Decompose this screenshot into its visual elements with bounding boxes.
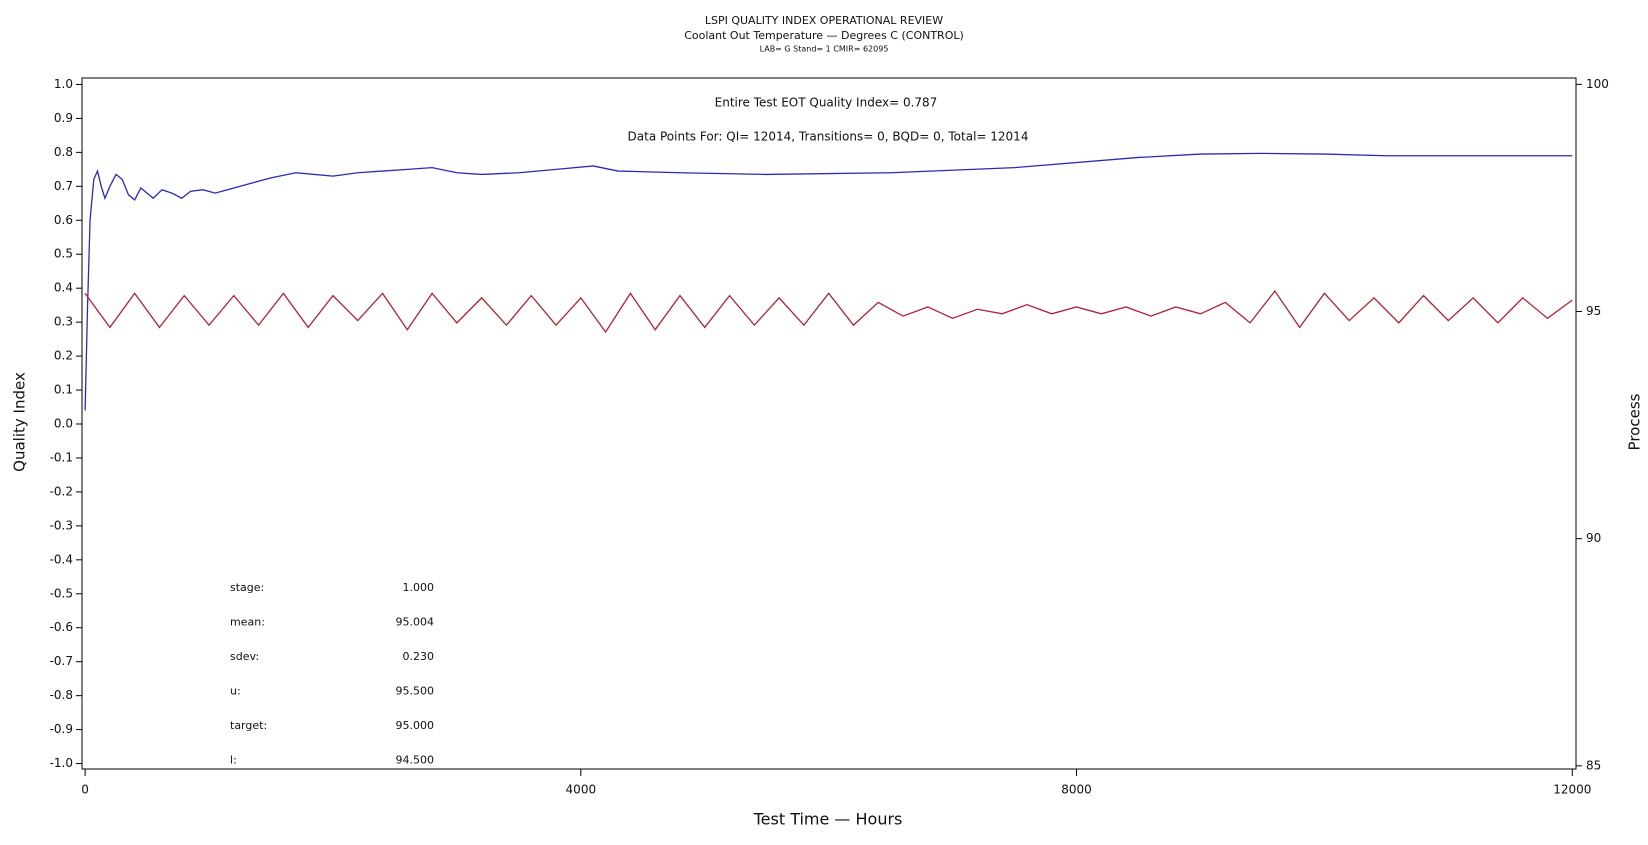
y-tick-label: -0.7: [50, 654, 73, 668]
data-line: [84, 152, 1573, 411]
stat-label: mean:: [230, 616, 265, 629]
y-tick-label: -0.4: [50, 552, 73, 566]
stat-value: 95.004: [396, 616, 435, 629]
stat-label: stage:: [230, 581, 264, 594]
annotation: Entire Test EOT Quality Index= 0.787: [715, 96, 938, 110]
stat-value: 94.500: [396, 754, 435, 767]
y-axis-label: Quality Index: [11, 372, 29, 472]
y-tick-label: -0.9: [50, 722, 73, 736]
plot-frame: [81, 77, 1577, 770]
y2-tick-label: 85: [1586, 758, 1601, 772]
y-tick-label: 0.5: [54, 247, 73, 261]
y-tick-label: 1.0: [54, 77, 73, 91]
y-tick-label: -0.2: [50, 484, 73, 498]
y2-tick-label: 95: [1586, 304, 1601, 318]
y-tick-label: 0.3: [54, 315, 73, 329]
data-line: [84, 289, 1573, 334]
y-tick-label: 0.1: [54, 383, 73, 397]
x-axis-label: Test Time — Hours: [753, 810, 903, 829]
annotation: Data Points For: QI= 12014, Transitions=…: [628, 130, 1029, 144]
stat-label: sdev:: [230, 650, 259, 663]
y-tick-label: -0.6: [50, 620, 73, 634]
x-tick-label: 12000: [1553, 783, 1591, 797]
y-tick-label: 0.6: [54, 213, 73, 227]
y-tick-label: -0.5: [50, 586, 73, 600]
stat-value: 0.230: [403, 650, 435, 663]
stat-value: 95.000: [396, 719, 435, 732]
x-tick-label: 4000: [566, 783, 597, 797]
y-tick-label: -0.1: [50, 450, 73, 464]
y-tick-label: -0.8: [50, 688, 73, 702]
x-tick-label: 8000: [1061, 783, 1092, 797]
y-tick-label: 0.2: [54, 349, 73, 363]
chart-title: LSPI QUALITY INDEX OPERATIONAL REVIEW: [705, 14, 943, 27]
y-tick-label: -0.3: [50, 518, 73, 532]
stat-label: u:: [230, 685, 241, 698]
y2-tick-label: 90: [1586, 531, 1601, 545]
y-tick-label: 0.8: [54, 145, 73, 159]
chart-subtitle: LAB= G Stand= 1 CMIR= 62095: [760, 45, 889, 54]
chart-subtitle: Coolant Out Temperature — Degrees C (CON…: [684, 29, 964, 42]
x-tick-label: 0: [81, 783, 89, 797]
y-tick-label: 0.0: [54, 417, 73, 431]
y-tick-label: 0.7: [54, 179, 73, 193]
stat-value: 1.000: [403, 581, 435, 594]
y-tick-label: 0.4: [54, 281, 73, 295]
stat-value: 95.500: [396, 685, 435, 698]
y2-tick-label: 100: [1586, 77, 1609, 91]
stat-label: l:: [230, 754, 237, 767]
y2-axis-label: Process: [1626, 393, 1644, 450]
y-tick-label: 0.9: [54, 111, 73, 125]
stat-label: target:: [230, 719, 267, 732]
y-tick-label: -1.0: [50, 756, 73, 770]
